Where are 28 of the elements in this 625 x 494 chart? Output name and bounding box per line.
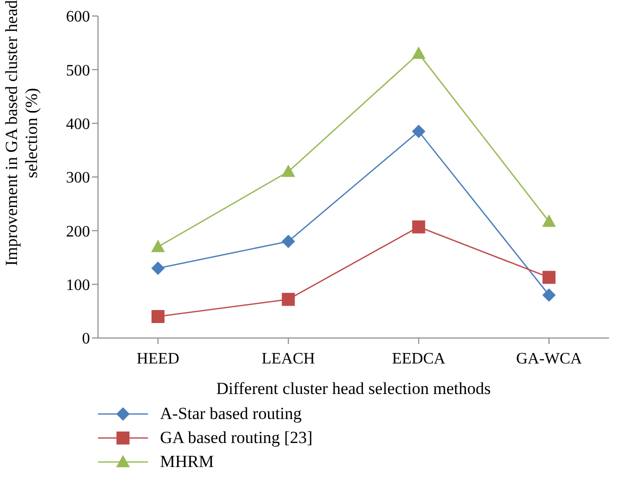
point	[282, 165, 295, 177]
point	[542, 215, 556, 227]
x-tick-label: EEDCA	[392, 350, 446, 368]
point	[152, 240, 164, 252]
point	[542, 288, 556, 302]
y-tick-label: 600	[66, 8, 90, 26]
y-tick-label: 500	[66, 62, 90, 80]
y-tick-label: 200	[66, 223, 90, 240]
y-tick-label: 0	[82, 330, 90, 348]
legend-label: A-Star based routing	[160, 404, 302, 424]
x-tick-label: GA-WCA	[516, 350, 582, 368]
legend-label: MHRM	[160, 452, 214, 472]
y-tick-label: 100	[66, 277, 90, 294]
point	[412, 220, 426, 234]
point	[412, 124, 426, 138]
point	[542, 270, 556, 284]
x-axis-title: Different cluster head selection methods	[216, 379, 491, 398]
point	[152, 310, 164, 324]
x-tick-label: LEACH	[262, 350, 316, 368]
point	[282, 234, 295, 248]
legend-label: GA based routing [23]	[160, 428, 313, 448]
y-tick-label: 400	[66, 116, 90, 134]
point	[152, 262, 164, 275]
y-axis-title: Improvement in GA based cluster head selection (%)	[2, 0, 42, 268]
x-tick-label: HEED	[136, 350, 180, 368]
point	[412, 47, 426, 59]
point	[282, 292, 295, 306]
y-tick-label: 300	[66, 170, 90, 187]
